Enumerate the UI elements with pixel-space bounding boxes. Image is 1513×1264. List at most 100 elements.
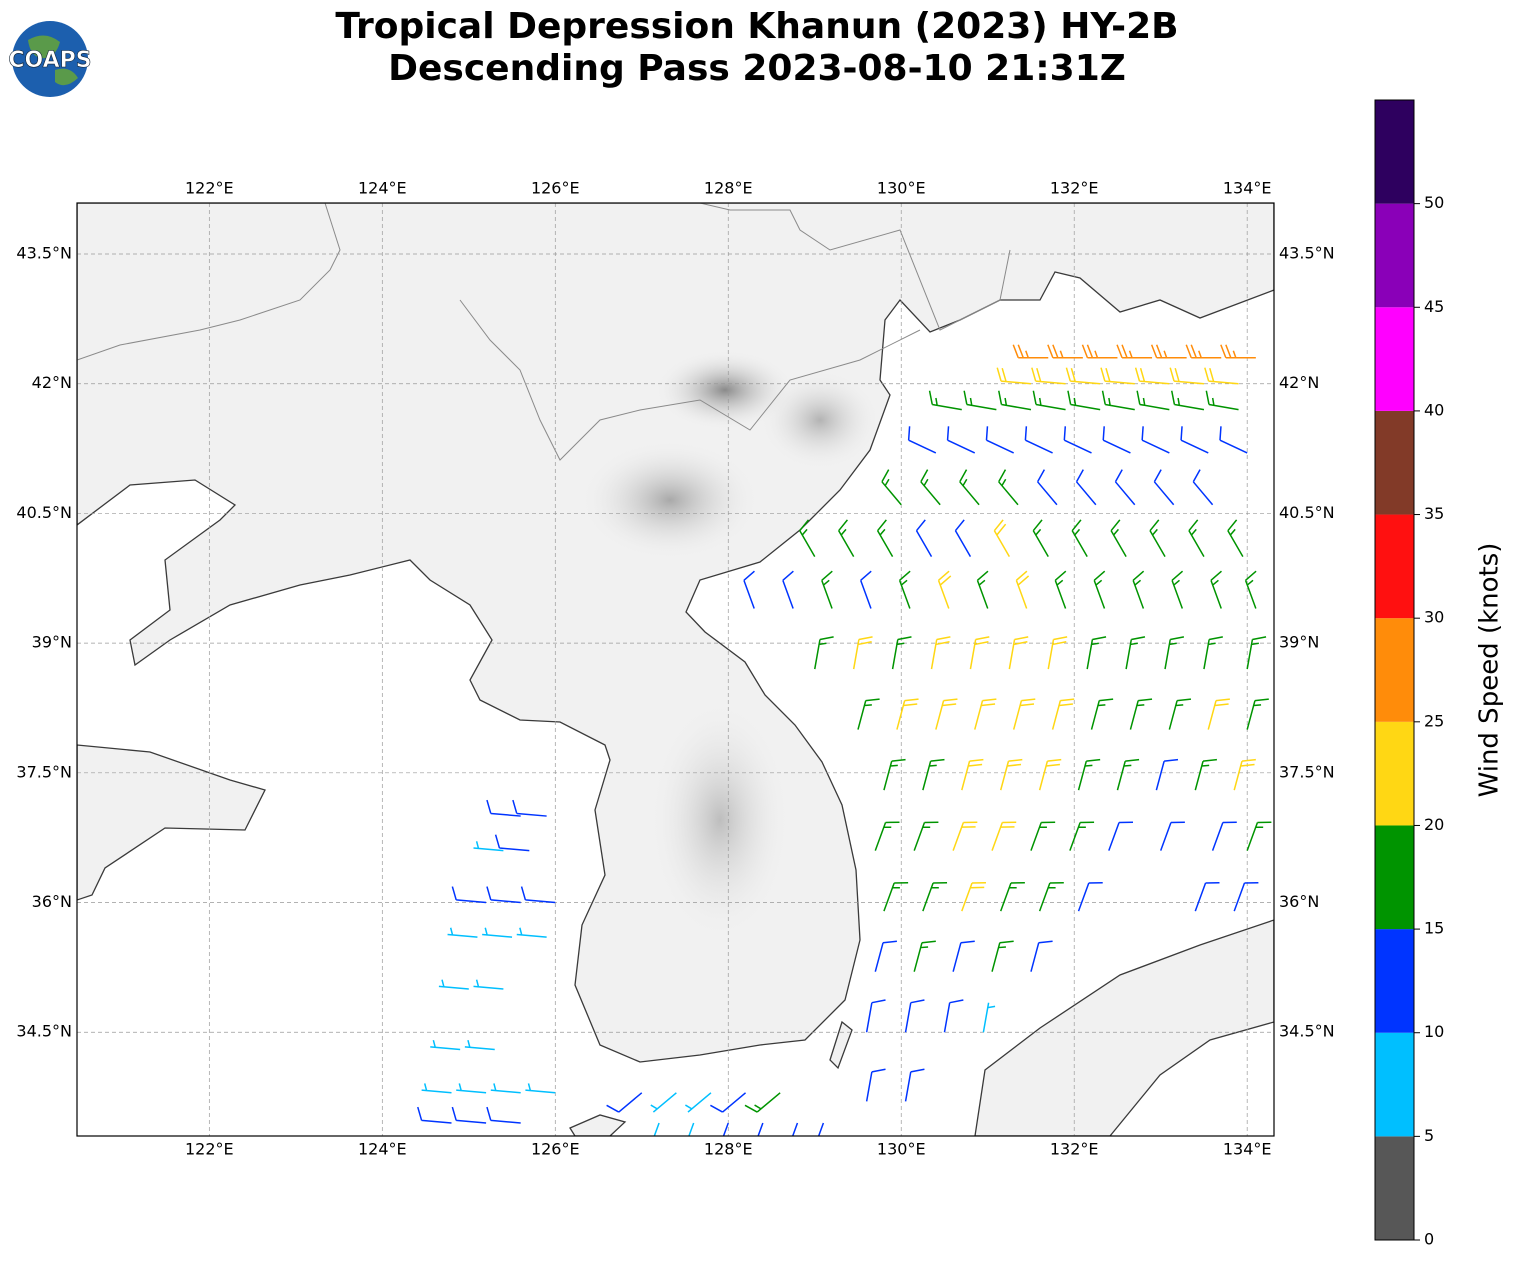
wind-barb	[913, 940, 936, 972]
wind-barb	[1093, 570, 1106, 609]
wind-barb	[1024, 426, 1053, 454]
land-tsushima	[829, 1020, 853, 1070]
wind-barb	[1030, 821, 1056, 851]
wind-barb	[976, 570, 989, 609]
wind-barb	[685, 1092, 712, 1113]
wind-barb	[865, 1068, 886, 1102]
y-tick-label: 43.5°N	[16, 244, 72, 263]
wind-barb	[896, 698, 919, 730]
colorbar-segment	[1375, 307, 1414, 411]
wind-barb	[898, 570, 911, 609]
wind-barb	[650, 1092, 677, 1113]
wind-barb	[998, 390, 1032, 411]
colorbar: 0 5 10 15 20 25 30 35 40 45 50	[1374, 99, 1444, 1249]
wind-barb	[817, 1122, 825, 1136]
colorbar-tick-label: 15	[1424, 919, 1444, 938]
wind-barb	[1077, 881, 1103, 912]
wind-barb	[1170, 390, 1205, 411]
wind-barb	[1030, 940, 1053, 972]
colorbar-frame	[1374, 99, 1415, 1241]
wind-barb	[1065, 367, 1101, 385]
wind-barb	[1116, 758, 1140, 791]
land-shandong	[77, 744, 266, 901]
wind-barb	[1012, 344, 1049, 359]
wind-barb	[1194, 881, 1220, 912]
wind-barb	[935, 698, 958, 730]
wind-barb	[999, 758, 1023, 791]
wind-barb	[606, 1092, 643, 1113]
y-tick-label: 34.5°N	[1279, 1022, 1335, 1041]
colorbar-segment	[1375, 410, 1414, 515]
wind-barb	[482, 927, 513, 938]
wind-barb	[1244, 570, 1257, 609]
y-tick-label: 40.5°N	[16, 503, 72, 522]
wind-barb	[993, 519, 1010, 558]
colorbar-segment	[1375, 1032, 1414, 1137]
wind-barb	[1038, 758, 1062, 791]
wind-barb	[451, 886, 487, 904]
wind-barb	[961, 758, 984, 791]
wind-barb	[473, 841, 504, 852]
colorbar-segment	[1375, 203, 1414, 308]
colorbar-tick-label: 5	[1424, 1126, 1434, 1145]
wind-barb	[859, 570, 872, 609]
wind-barb	[969, 636, 990, 670]
colorbar-segment	[1375, 618, 1414, 722]
wind-barb	[486, 1106, 521, 1124]
colorbar-tick-label: 40	[1424, 400, 1444, 419]
colorbar-segment	[1375, 100, 1414, 204]
wind-barb	[1192, 469, 1214, 506]
wind-barb	[1129, 698, 1153, 730]
wind-barb	[920, 469, 941, 506]
wind-barb	[1134, 367, 1170, 385]
wind-barb	[963, 390, 997, 411]
wind-barb	[881, 469, 902, 506]
wind-barb	[512, 799, 547, 817]
wind-barb	[1171, 570, 1184, 609]
wind-barb	[1125, 636, 1146, 670]
wind-barb	[1036, 469, 1058, 506]
wind-barb	[1038, 881, 1064, 912]
wind-barb	[814, 636, 834, 670]
wind-barb	[961, 881, 986, 912]
wind-barb	[473, 979, 504, 990]
wind-barb	[688, 1122, 695, 1136]
x-tick-label: 134°E	[1223, 1140, 1272, 1159]
wind-barb	[1075, 469, 1097, 506]
wind-barb	[710, 1092, 747, 1113]
wind-barb	[1233, 758, 1256, 791]
wind-barb	[1136, 390, 1170, 411]
wind-barb	[1116, 344, 1153, 359]
wind-barb	[922, 881, 948, 912]
wind-barb	[821, 570, 833, 609]
wind-barb	[447, 927, 478, 938]
wind-barb	[985, 426, 1014, 454]
wind-barb	[1164, 636, 1185, 670]
colorbar-segment	[1375, 825, 1414, 930]
wind-barb	[904, 999, 925, 1033]
wind-barb	[874, 940, 897, 972]
y-tick-label: 37.5°N	[1279, 762, 1335, 781]
wind-barb	[1015, 570, 1030, 609]
wind-barb	[857, 698, 880, 730]
land-jeju	[569, 1114, 627, 1136]
wind-barb	[952, 821, 978, 851]
wind-barb	[1090, 698, 1114, 730]
wind-barb	[1032, 519, 1049, 558]
wind-barb	[876, 519, 894, 558]
wind-barb	[791, 1122, 799, 1136]
colorbar-segment	[1375, 929, 1414, 1033]
wind-barb	[438, 979, 469, 990]
wind-barbs	[417, 344, 1272, 1136]
wind-barb	[1233, 881, 1259, 912]
wind-barb	[937, 570, 952, 609]
colorbar-tick-label: 50	[1424, 193, 1444, 212]
wind-barb	[490, 1083, 521, 1094]
land-japan	[974, 919, 1274, 1136]
wind-barb	[1141, 426, 1170, 454]
wind-barb	[1032, 390, 1066, 411]
wind-barb	[982, 1002, 996, 1033]
wind-barb	[865, 999, 886, 1033]
y-tick-label: 39°N	[1279, 633, 1319, 652]
x-tick-label: 128°E	[704, 1140, 753, 1159]
